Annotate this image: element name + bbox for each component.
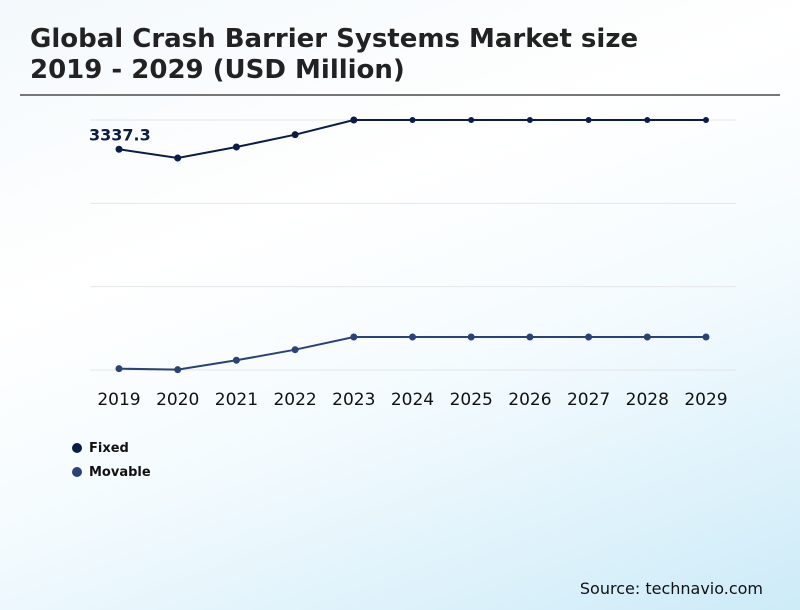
x-tick-label: 2029 (684, 390, 727, 410)
legend: Fixed Movable (72, 436, 151, 484)
x-tick-label: 2019 (97, 390, 140, 410)
x-tick-label: 2025 (450, 390, 493, 410)
legend-label-fixed: Fixed (89, 440, 129, 456)
data-point-fixed (232, 143, 240, 151)
data-point-movable (526, 333, 534, 341)
x-tick-label: 2020 (156, 390, 199, 410)
data-point-fixed (585, 117, 592, 123)
data-point-movable (291, 346, 299, 354)
data-point-movable (232, 356, 240, 364)
title-line-2: 2019 - 2029 (USD Million) (30, 55, 405, 85)
data-point-fixed (468, 117, 475, 123)
data-point-movable (115, 365, 123, 373)
x-tick-label: 2024 (391, 390, 434, 410)
data-point-movable (643, 333, 651, 341)
x-tick-label: 2026 (508, 390, 551, 410)
data-point-movable (350, 333, 358, 341)
x-tick-label: 2021 (215, 390, 258, 410)
x-tick-label: 2027 (567, 390, 610, 410)
series-line-movable (118, 335, 706, 371)
legend-marker-fixed (72, 443, 82, 453)
data-label: 3337.3 (89, 125, 151, 144)
title-divider (20, 94, 780, 96)
data-point-movable (174, 366, 182, 374)
x-tick-label: 2028 (626, 390, 669, 410)
chart-title: Global Crash Barrier Systems Market size… (30, 24, 638, 86)
data-point-fixed (526, 117, 533, 123)
data-point-fixed (703, 117, 709, 123)
data-point-movable (702, 333, 710, 341)
x-tick-label: 2023 (332, 390, 375, 410)
data-point-movable (409, 333, 416, 341)
data-point-movable (467, 333, 475, 341)
x-tick-label: 2022 (273, 390, 316, 410)
legend-item-movable: Movable (72, 460, 151, 484)
data-point-fixed (644, 117, 651, 123)
data-point-fixed (291, 131, 299, 139)
source-credit: Source: technavio.com (579, 579, 763, 598)
legend-marker-movable (72, 467, 82, 477)
legend-item-fixed: Fixed (72, 436, 151, 460)
title-line-1: Global Crash Barrier Systems Market size (30, 24, 639, 54)
data-point-movable (585, 333, 593, 341)
data-point-fixed (350, 116, 358, 124)
legend-label-movable: Movable (89, 464, 151, 480)
data-point-fixed (409, 117, 416, 123)
data-point-fixed (115, 145, 123, 153)
data-point-fixed (174, 154, 182, 162)
series-line-fixed (118, 119, 706, 160)
